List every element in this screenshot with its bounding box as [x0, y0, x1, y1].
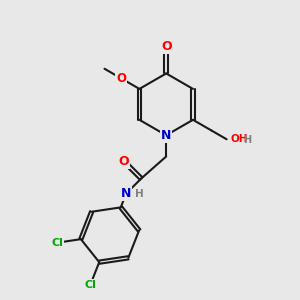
- Text: H: H: [243, 135, 251, 145]
- Text: O: O: [116, 72, 126, 85]
- Text: N: N: [121, 187, 131, 200]
- Text: N: N: [161, 129, 171, 142]
- Text: H: H: [135, 189, 144, 199]
- Text: Cl: Cl: [84, 280, 96, 290]
- Text: Cl: Cl: [51, 238, 63, 248]
- Text: O: O: [119, 155, 129, 168]
- Text: OH: OH: [230, 134, 248, 144]
- Text: O: O: [161, 40, 172, 53]
